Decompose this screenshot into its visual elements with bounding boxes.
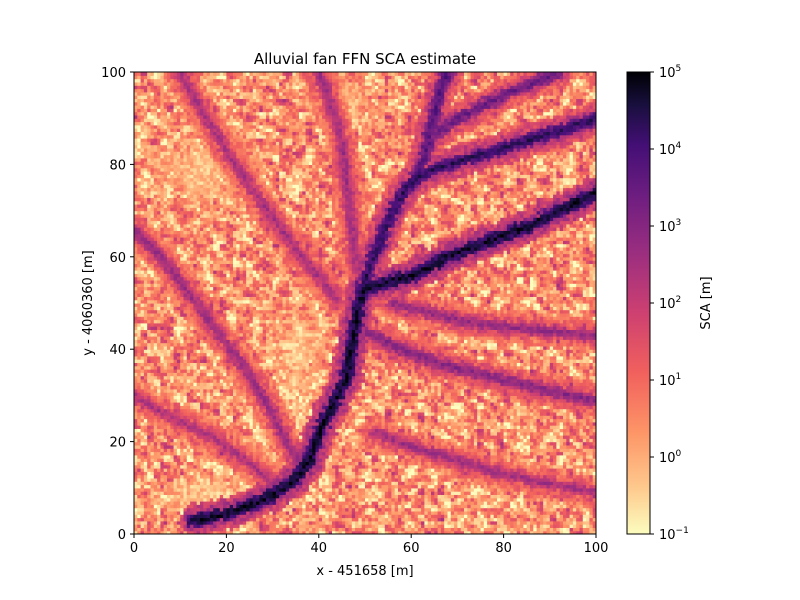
sca-heatmap xyxy=(134,72,597,535)
chart-title: Alluvial fan FFN SCA estimate xyxy=(254,50,476,68)
